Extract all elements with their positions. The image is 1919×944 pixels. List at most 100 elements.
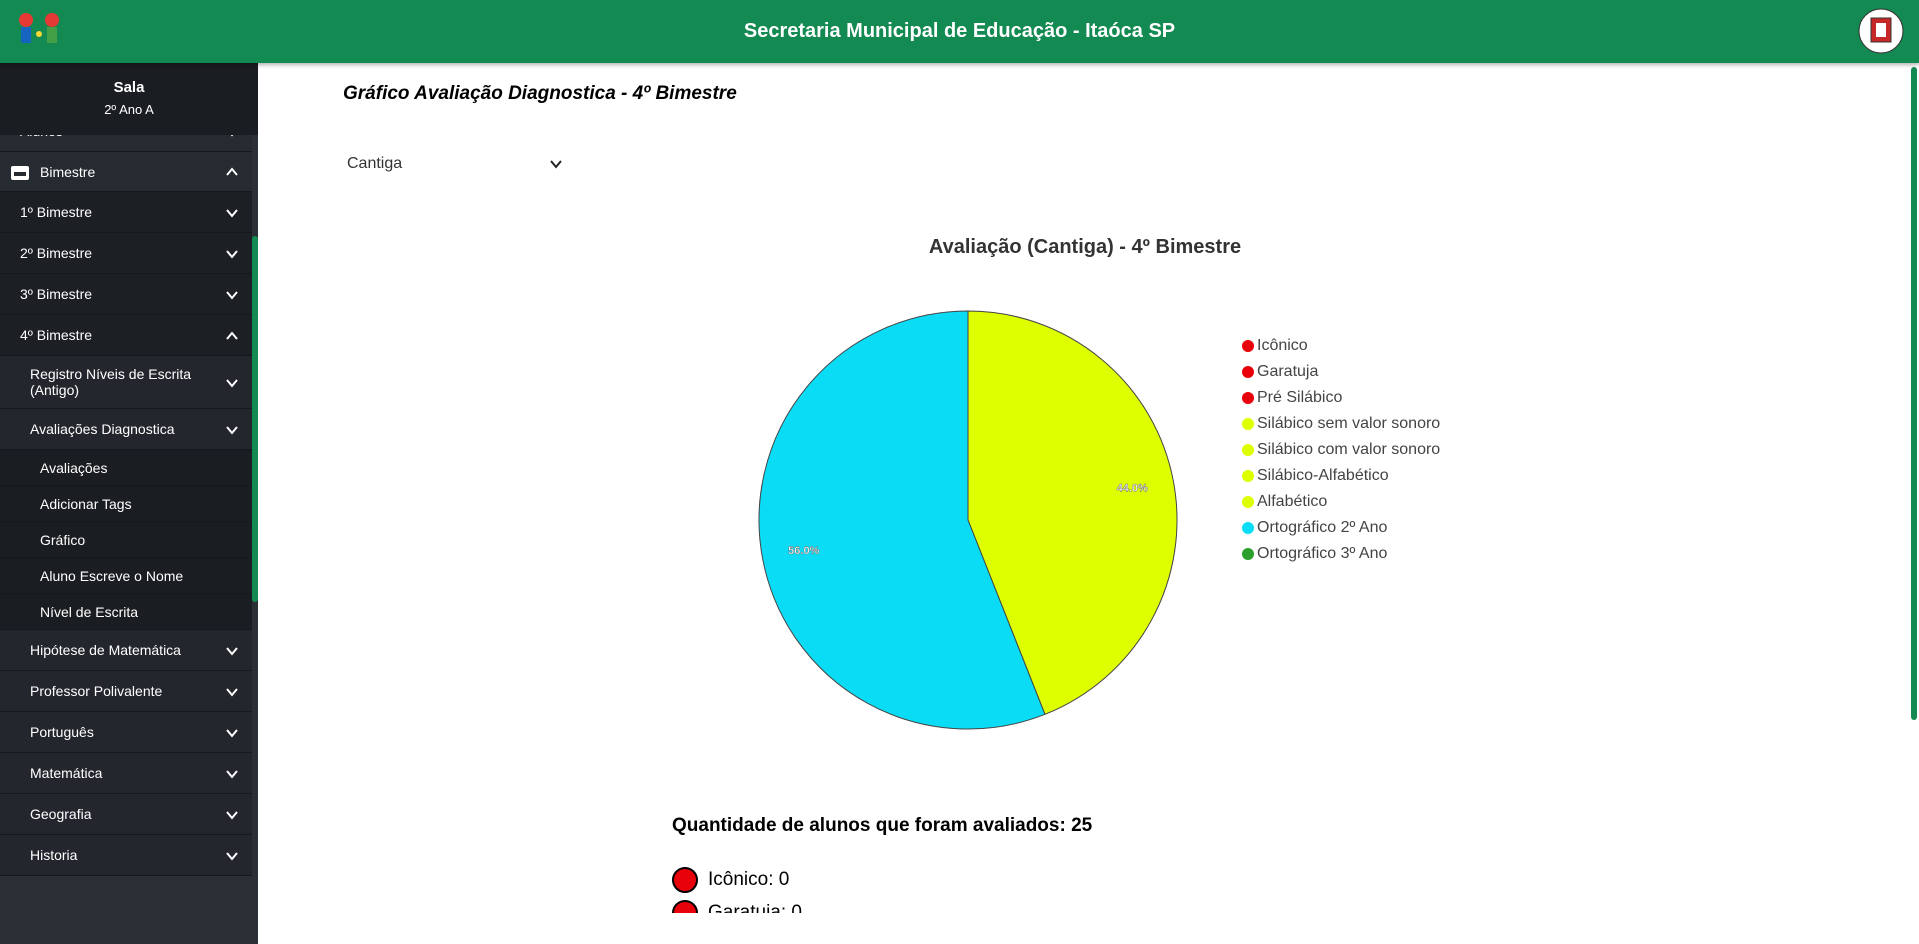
chevron — [226, 769, 238, 779]
menu-item[interactable]: Aluno Escreve o Nome — [0, 558, 252, 594]
chevron-shape — [226, 687, 238, 697]
menu-item[interactable]: Matemática — [0, 753, 252, 794]
chevron — [226, 810, 238, 820]
chevron-shape — [226, 425, 238, 435]
chevron-shape — [226, 378, 238, 388]
status-dot — [672, 899, 698, 913]
chevron — [226, 687, 238, 697]
menu-label: Avaliações — [40, 459, 108, 476]
legend-label: Silábico-Alfabético — [1257, 467, 1389, 484]
menu-label: 3º Bimestre — [20, 286, 93, 302]
chevron-shape — [226, 851, 238, 861]
legend-label: Ortográfico 3º Ano — [1257, 545, 1387, 562]
chevron-shape — [226, 330, 238, 340]
menu-label: Gráfico — [40, 531, 86, 548]
chart: Avaliação (Cantiga) - 4º Bimestre 44.0% 5… — [758, 236, 1440, 730]
menu-label: 1º Bimestre — [20, 204, 93, 220]
status-item: Icônico: 0 — [672, 863, 802, 896]
sidebar: Sala 2º Ano A AlunosBimestre1º Bimestre2… — [0, 63, 258, 944]
chevron-shape — [226, 167, 238, 176]
chevron-shape — [226, 810, 238, 820]
main: Gráfico Avaliação Diagnostica - 4º Bimes… — [258, 63, 1919, 913]
menu-item[interactable]: Professor Polivalente — [0, 671, 252, 712]
menu-label: Matemática — [30, 765, 103, 781]
chevron — [226, 290, 238, 300]
legend-swatch — [1242, 496, 1254, 508]
room-label: Sala — [113, 79, 145, 96]
menu-label: Historia — [30, 847, 78, 863]
chevron-shape — [226, 290, 238, 300]
chevron-shape — [226, 728, 238, 738]
legend-swatch — [1242, 392, 1254, 404]
chevron — [226, 728, 238, 738]
chevron — [226, 208, 238, 218]
chevron — [226, 646, 238, 656]
select-value: Cantiga — [347, 155, 403, 172]
icon-shape — [14, 172, 26, 176]
legend-label: Silábico com valor sonoro — [1257, 441, 1440, 458]
legend-swatch — [1242, 522, 1254, 534]
page-title: Gráfico Avaliação Diagnostica - 4º Bimes… — [343, 83, 737, 104]
legend-label: Ortográfico 2º Ano — [1257, 519, 1387, 536]
calendar-icon — [11, 166, 29, 180]
pie-slice — [967, 310, 1178, 715]
header-title: Secretaria Municipal de Educação - Itaóc… — [743, 20, 1176, 42]
menu-item[interactable]: Adicionar Tags — [0, 486, 252, 522]
status-text: Icônico: 0 — [708, 868, 790, 890]
legend-swatch — [1242, 418, 1254, 430]
legend-label: Alfabético — [1257, 493, 1327, 510]
page-scrollbar — [1911, 67, 1917, 720]
menu-item[interactable]: Avaliações — [0, 450, 252, 486]
legend-label: Silábico sem valor sonoro — [1257, 415, 1440, 432]
menu-item[interactable]: Hipótese de Matemática — [0, 630, 252, 671]
status-list: Icônico: 0 Garatuja: 0 — [672, 863, 802, 913]
menu-label: Registro Níveis de Escrita (Antigo) — [30, 366, 192, 398]
legend-swatch — [1242, 444, 1254, 456]
menu-label: Adicionar Tags — [40, 495, 132, 512]
chevron — [226, 330, 238, 340]
legend-swatch — [1242, 366, 1254, 378]
menu-item[interactable]: Nível de Escrita — [0, 594, 252, 630]
value-label: 44.0% — [1117, 483, 1148, 495]
legend-swatch — [1242, 470, 1254, 482]
menu-label: Geografia — [30, 806, 92, 822]
chart-title: Avaliação (Cantiga) - 4º Bimestre — [929, 236, 1241, 258]
menu-item[interactable]: 3º Bimestre — [0, 274, 252, 315]
count-text: Quantidade de alunos que foram avaliados… — [672, 815, 1093, 836]
value-label: 56.0% — [788, 545, 819, 557]
menu-item[interactable]: Português — [0, 712, 252, 753]
room-block: Sala 2º Ano A — [0, 63, 258, 135]
menu-item[interactable]: Avaliações Diagnostica — [0, 409, 252, 450]
menu-item[interactable]: Bimestre — [0, 152, 252, 192]
chevron — [226, 167, 238, 176]
chevron-shape — [226, 208, 238, 218]
menu-item[interactable]: Geografia — [0, 794, 252, 835]
chevron — [550, 160, 562, 169]
select[interactable]: Cantiga — [347, 155, 567, 177]
menu-item[interactable]: Gráfico — [0, 522, 252, 558]
chevron — [226, 425, 238, 435]
menu-label: Nível de Escrita — [40, 603, 139, 620]
chevron — [226, 378, 238, 388]
crest — [1858, 8, 1904, 54]
menu-item[interactable]: 2º Bimestre — [0, 233, 252, 274]
status-dot — [672, 866, 698, 893]
chevron-shape — [226, 249, 238, 259]
menu-label: Aluno Escreve o Nome — [40, 567, 184, 584]
menu-item[interactable]: Registro Níveis de Escrita (Antigo) — [0, 356, 252, 409]
scrollbar — [252, 236, 258, 602]
legend-swatch — [1242, 548, 1254, 560]
menu-label: 2º Bimestre — [20, 245, 93, 261]
chevron-shape — [226, 769, 238, 779]
menu-item[interactable]: 4º Bimestre — [0, 315, 252, 356]
menu-item[interactable]: Historia — [0, 835, 252, 876]
menu-label: Português — [30, 724, 94, 740]
legend-label: Pré Silábico — [1257, 389, 1342, 406]
legend-swatch — [1242, 340, 1254, 352]
logo — [19, 13, 59, 43]
menu-label: Avaliações Diagnostica — [30, 421, 175, 437]
room-name: 2º Ano A — [104, 102, 154, 117]
menu-item[interactable]: 1º Bimestre — [0, 192, 252, 233]
legend-label: Garatuja — [1257, 363, 1318, 380]
